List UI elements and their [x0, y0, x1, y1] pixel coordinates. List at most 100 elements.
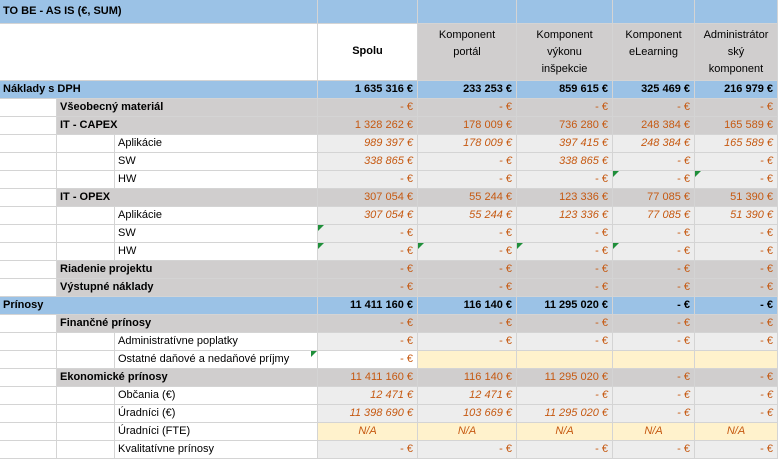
indent-cell[interactable] [57, 153, 115, 171]
value-cell[interactable]: - € [613, 225, 695, 243]
indent-cell[interactable] [57, 207, 115, 225]
value-cell[interactable]: 1 635 316 € [318, 81, 418, 99]
row-label[interactable]: Úradníci (€) [115, 405, 318, 423]
value-cell[interactable]: - € [695, 387, 778, 405]
indent-cell[interactable] [0, 189, 57, 207]
row-label[interactable]: Aplikácie [115, 207, 318, 225]
value-cell[interactable]: - € [613, 315, 695, 333]
row-label[interactable]: HW [115, 171, 318, 189]
row-label[interactable]: Ekonomické prínosy [57, 369, 318, 387]
value-cell[interactable]: - € [517, 99, 613, 117]
value-cell[interactable]: - € [418, 333, 517, 351]
value-cell[interactable]: - € [613, 261, 695, 279]
value-cell[interactable]: - € [517, 279, 613, 297]
value-cell[interactable]: - € [318, 225, 418, 243]
value-cell[interactable]: - € [318, 261, 418, 279]
indent-cell[interactable] [0, 387, 57, 405]
value-cell[interactable]: - € [318, 279, 418, 297]
value-cell[interactable]: 77 085 € [613, 207, 695, 225]
value-cell[interactable]: 11 295 020 € [517, 369, 613, 387]
title-row-cell[interactable] [695, 0, 778, 24]
value-cell[interactable]: - € [318, 441, 418, 459]
value-cell[interactable]: - € [613, 333, 695, 351]
indent-cell[interactable] [57, 351, 115, 369]
value-cell[interactable]: - € [695, 99, 778, 117]
value-cell[interactable]: N/A [418, 423, 517, 441]
value-cell[interactable]: 248 384 € [613, 135, 695, 153]
value-cell[interactable]: - € [613, 441, 695, 459]
row-label[interactable]: Administratívne poplatky [115, 333, 318, 351]
value-cell[interactable]: - € [613, 153, 695, 171]
value-cell[interactable]: - € [318, 171, 418, 189]
value-cell[interactable]: - € [517, 333, 613, 351]
value-cell[interactable]: - € [517, 243, 613, 261]
value-cell[interactable]: - € [695, 171, 778, 189]
row-label[interactable]: Riadenie projektu [57, 261, 318, 279]
value-cell[interactable]: 123 336 € [517, 207, 613, 225]
indent-cell[interactable] [0, 261, 57, 279]
value-cell[interactable]: 1 328 262 € [318, 117, 418, 135]
value-cell[interactable]: 338 865 € [318, 153, 418, 171]
indent-cell[interactable] [0, 135, 57, 153]
value-cell[interactable]: 12 471 € [418, 387, 517, 405]
row-label[interactable]: IT - OPEX [57, 189, 318, 207]
value-cell[interactable]: N/A [318, 423, 418, 441]
value-cell[interactable] [418, 351, 517, 369]
row-label[interactable]: Všeobecný materiál [57, 99, 318, 117]
value-cell[interactable]: 397 415 € [517, 135, 613, 153]
value-cell[interactable]: 51 390 € [695, 207, 778, 225]
value-cell[interactable]: 233 253 € [418, 81, 517, 99]
value-cell[interactable]: 338 865 € [517, 153, 613, 171]
title-row-cell[interactable] [418, 0, 517, 24]
value-cell[interactable]: 216 979 € [695, 81, 778, 99]
column-header-4[interactable]: Administrátor ský komponent [695, 24, 778, 81]
indent-cell[interactable] [0, 225, 57, 243]
indent-cell[interactable] [0, 441, 57, 459]
value-cell[interactable]: 12 471 € [318, 387, 418, 405]
row-label[interactable]: SW [115, 225, 318, 243]
value-cell[interactable]: N/A [613, 423, 695, 441]
value-cell[interactable] [517, 351, 613, 369]
value-cell[interactable]: - € [418, 243, 517, 261]
value-cell[interactable]: 123 336 € [517, 189, 613, 207]
value-cell[interactable]: - € [418, 279, 517, 297]
value-cell[interactable]: 51 390 € [695, 189, 778, 207]
indent-cell[interactable] [57, 441, 115, 459]
value-cell[interactable]: 859 615 € [517, 81, 613, 99]
value-cell[interactable]: 165 589 € [695, 135, 778, 153]
value-cell[interactable]: - € [318, 351, 418, 369]
indent-cell[interactable] [57, 171, 115, 189]
value-cell[interactable]: - € [695, 369, 778, 387]
value-cell[interactable]: 989 397 € [318, 135, 418, 153]
indent-cell[interactable] [57, 225, 115, 243]
column-header-1[interactable]: Komponent portál [418, 24, 517, 81]
value-cell[interactable]: 325 469 € [613, 81, 695, 99]
value-cell[interactable]: - € [418, 153, 517, 171]
value-cell[interactable]: - € [318, 99, 418, 117]
indent-cell[interactable] [0, 423, 57, 441]
value-cell[interactable]: 116 140 € [418, 369, 517, 387]
indent-cell[interactable] [0, 153, 57, 171]
indent-cell[interactable] [0, 99, 57, 117]
value-cell[interactable]: - € [695, 279, 778, 297]
title-row-cell[interactable] [517, 0, 613, 24]
value-cell[interactable]: - € [613, 279, 695, 297]
row-label[interactable]: Kvalitatívne prínosy [115, 441, 318, 459]
value-cell[interactable]: 11 295 020 € [517, 405, 613, 423]
value-cell[interactable]: 248 384 € [613, 117, 695, 135]
value-cell[interactable]: 11 398 690 € [318, 405, 418, 423]
value-cell[interactable]: - € [695, 441, 778, 459]
value-cell[interactable] [695, 351, 778, 369]
indent-cell[interactable] [0, 243, 57, 261]
value-cell[interactable]: 103 669 € [418, 405, 517, 423]
row-label[interactable]: SW [115, 153, 318, 171]
value-cell[interactable]: 178 009 € [418, 117, 517, 135]
indent-cell[interactable] [0, 369, 57, 387]
indent-cell[interactable] [0, 315, 57, 333]
value-cell[interactable]: - € [517, 315, 613, 333]
value-cell[interactable]: - € [613, 243, 695, 261]
row-label[interactable]: Občania (€) [115, 387, 318, 405]
row-label[interactable]: Aplikácie [115, 135, 318, 153]
value-cell[interactable]: N/A [695, 423, 778, 441]
value-cell[interactable]: - € [517, 261, 613, 279]
